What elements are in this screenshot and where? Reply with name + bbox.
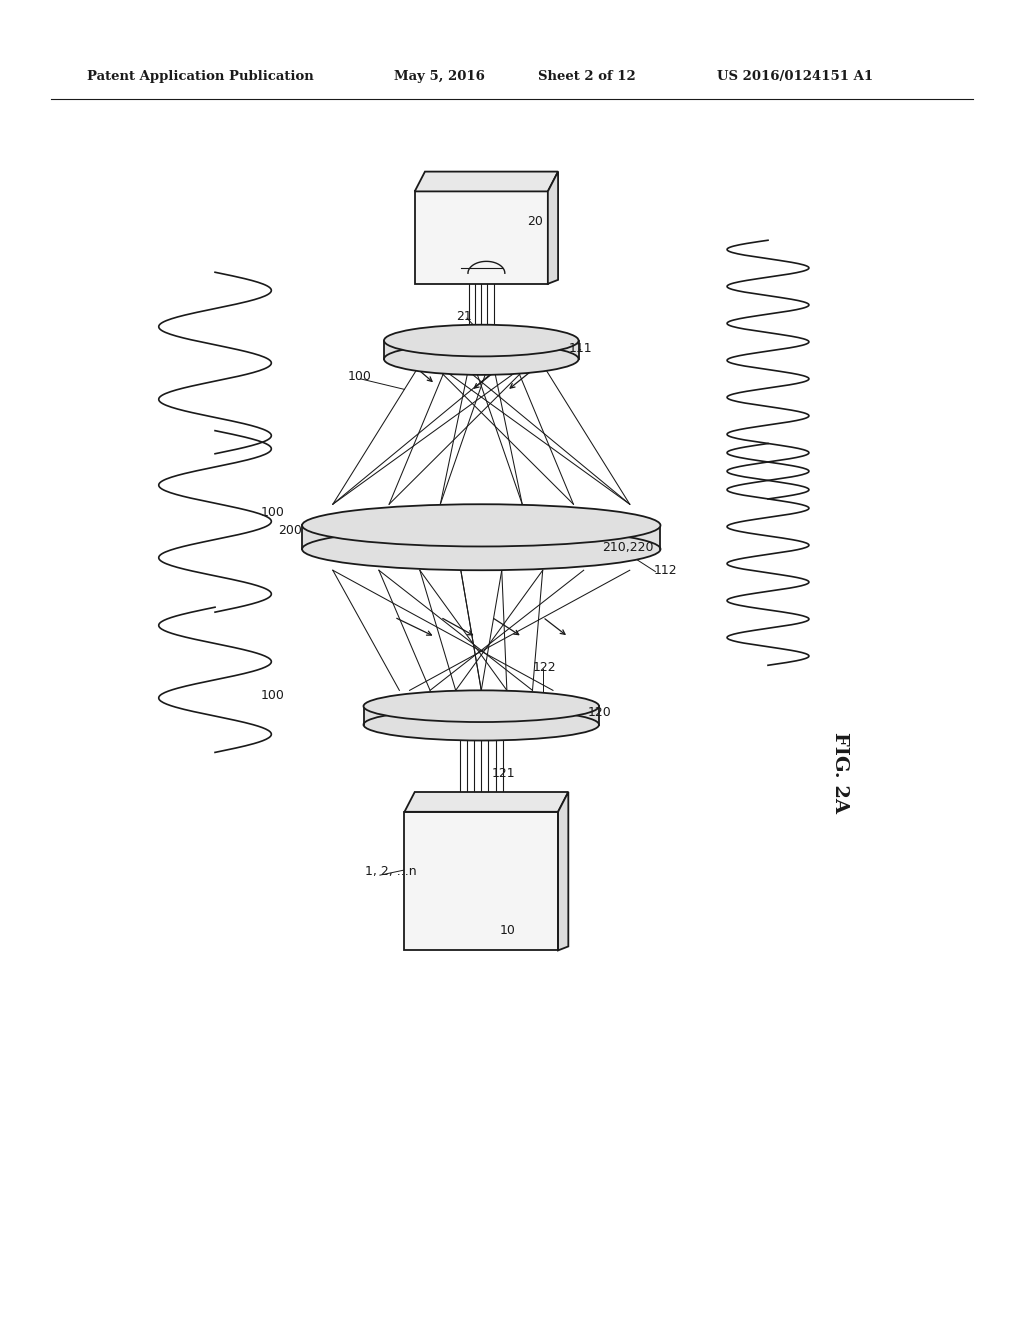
Text: Sheet 2 of 12: Sheet 2 of 12 (538, 70, 635, 83)
Text: May 5, 2016: May 5, 2016 (394, 70, 485, 83)
Text: Patent Application Publication: Patent Application Publication (87, 70, 313, 83)
Text: 100: 100 (261, 506, 285, 519)
Polygon shape (302, 525, 660, 549)
Text: 21: 21 (456, 310, 471, 323)
Text: 112: 112 (653, 564, 677, 577)
Text: 200: 200 (279, 524, 302, 537)
Polygon shape (364, 706, 599, 725)
Text: 122: 122 (532, 661, 556, 675)
Text: 210,220: 210,220 (602, 541, 653, 554)
Polygon shape (548, 172, 558, 284)
Ellipse shape (364, 690, 599, 722)
Text: 10: 10 (500, 924, 516, 937)
Text: 100: 100 (261, 689, 285, 702)
Polygon shape (384, 341, 579, 359)
Text: 120: 120 (588, 706, 611, 719)
Polygon shape (415, 191, 548, 284)
Text: 111: 111 (568, 342, 592, 355)
Text: 1, 2, ...n: 1, 2, ...n (365, 865, 416, 878)
Text: 100: 100 (348, 370, 372, 383)
Ellipse shape (364, 709, 599, 741)
Polygon shape (404, 792, 568, 812)
Ellipse shape (384, 343, 579, 375)
Ellipse shape (384, 325, 579, 356)
Ellipse shape (302, 504, 660, 546)
Polygon shape (415, 172, 558, 191)
Text: US 2016/0124151 A1: US 2016/0124151 A1 (717, 70, 872, 83)
Polygon shape (404, 812, 558, 950)
Text: 121: 121 (492, 767, 515, 780)
Text: FIG. 2A: FIG. 2A (830, 731, 849, 813)
Polygon shape (558, 792, 568, 950)
Text: 20: 20 (527, 215, 544, 228)
Ellipse shape (302, 528, 660, 570)
